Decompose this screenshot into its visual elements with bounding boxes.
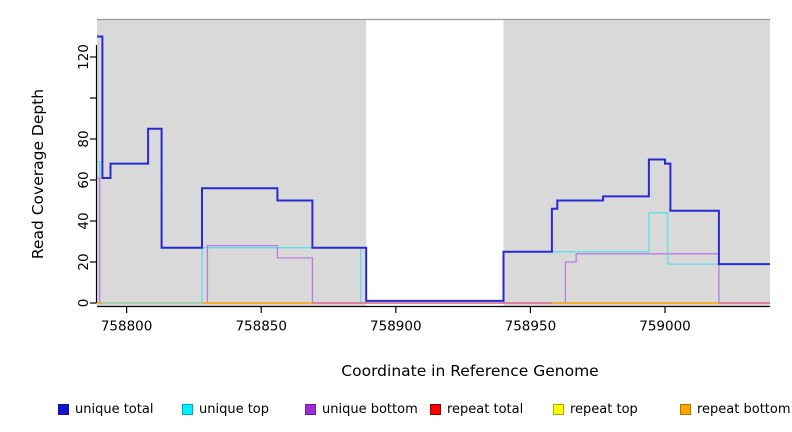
legend-item-unique-total: unique total: [58, 400, 153, 418]
y-tick-label: 40: [76, 212, 92, 229]
legend-item-repeat-total: repeat total: [430, 400, 523, 418]
legend-swatch-icon: [553, 403, 564, 415]
y-axis-title: Read Coverage Depth: [29, 88, 47, 260]
y-tick-label: 80: [76, 130, 92, 147]
legend-label: repeat bottom: [697, 401, 791, 417]
legend-swatch-icon: [182, 403, 193, 415]
y-tick-label: 20: [76, 253, 92, 270]
legend-label: unique top: [199, 401, 270, 417]
x-axis-title-wrap: Coordinate in Reference Genome: [0, 362, 792, 380]
legend-item-repeat-bottom: repeat bottom: [680, 400, 791, 418]
legend-label: repeat total: [447, 401, 524, 417]
x-tick-label: 758900: [370, 319, 422, 335]
series-line-unique-total: [97, 35, 770, 302]
legend-label: unique total: [75, 401, 154, 417]
legend-swatch-icon: [58, 403, 69, 415]
legend-label: repeat top: [570, 401, 638, 417]
y-tick-label: 0: [76, 299, 92, 308]
legend-item-unique-top: unique top: [182, 400, 269, 418]
chart-legend: unique total unique top unique bottom repea…: [0, 400, 792, 424]
x-tick-label: 758950: [505, 319, 557, 335]
legend-swatch-icon: [305, 403, 316, 415]
y-tick-label: 120: [76, 44, 92, 70]
legend-item-repeat-top: repeat top: [553, 400, 638, 418]
x-tick-label: 759000: [639, 319, 691, 335]
legend-item-unique-bottom: unique bottom: [305, 400, 418, 418]
shaded-region-1: [503, 20, 770, 307]
x-axis-title: Coordinate in Reference Genome: [341, 362, 599, 380]
legend-swatch-icon: [430, 403, 441, 415]
legend-label: unique bottom: [322, 401, 418, 417]
legend-swatch-icon: [680, 403, 691, 415]
y-tick-label: 60: [76, 171, 92, 188]
x-tick-label: 758800: [101, 319, 153, 335]
x-tick-label: 758850: [235, 319, 287, 335]
